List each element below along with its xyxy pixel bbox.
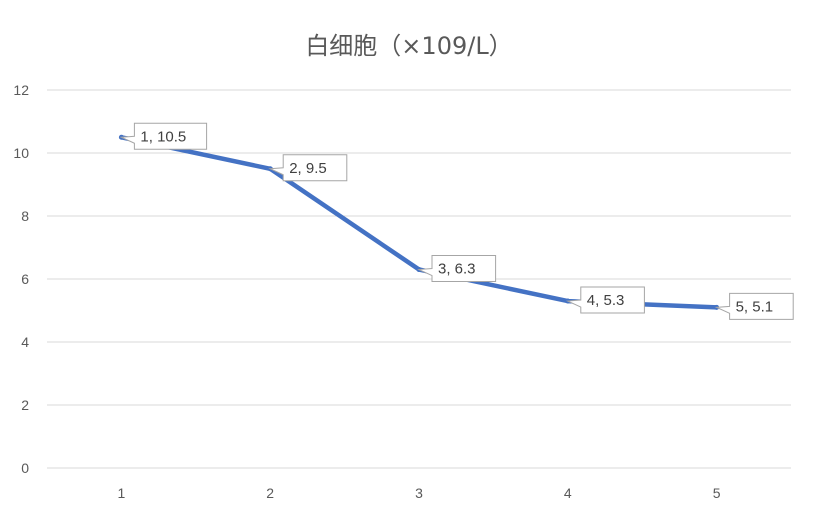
data-label-callout — [714, 292, 794, 320]
y-tick-label: 0 — [21, 460, 29, 476]
chart-title: 白细胞（×109/L） — [305, 32, 513, 60]
data-label: 3, 6.3 — [417, 255, 497, 283]
data-label-callout — [119, 122, 208, 150]
data-label: 2, 9.5 — [268, 154, 348, 182]
data-label-text: 3, 6.3 — [438, 261, 476, 278]
y-tick-label: 6 — [21, 271, 29, 287]
data-label-text: 5, 5.1 — [736, 298, 774, 315]
data-label-callout — [268, 154, 348, 182]
x-tick-label: 1 — [118, 485, 126, 501]
y-tick-label: 2 — [21, 397, 29, 413]
data-label: 1, 10.5 — [119, 122, 208, 150]
data-label: 4, 5.3 — [565, 286, 645, 314]
series-line — [119, 135, 719, 310]
y-tick-label: 12 — [13, 82, 29, 98]
x-tick-label: 4 — [564, 485, 572, 501]
data-label-text: 4, 5.3 — [587, 292, 625, 309]
data-label-callout — [417, 255, 497, 283]
data-label-text: 1, 10.5 — [140, 128, 186, 145]
x-tick-label: 3 — [415, 485, 423, 501]
x-tick-label: 5 — [713, 485, 721, 501]
data-label-callout — [565, 286, 645, 314]
y-tick-label: 8 — [21, 208, 29, 224]
x-tick-label: 2 — [266, 485, 274, 501]
data-label-text: 2, 9.5 — [289, 160, 327, 177]
y-tick-label: 10 — [13, 145, 29, 161]
y-tick-label: 4 — [21, 334, 29, 350]
data-label: 5, 5.1 — [714, 292, 794, 320]
